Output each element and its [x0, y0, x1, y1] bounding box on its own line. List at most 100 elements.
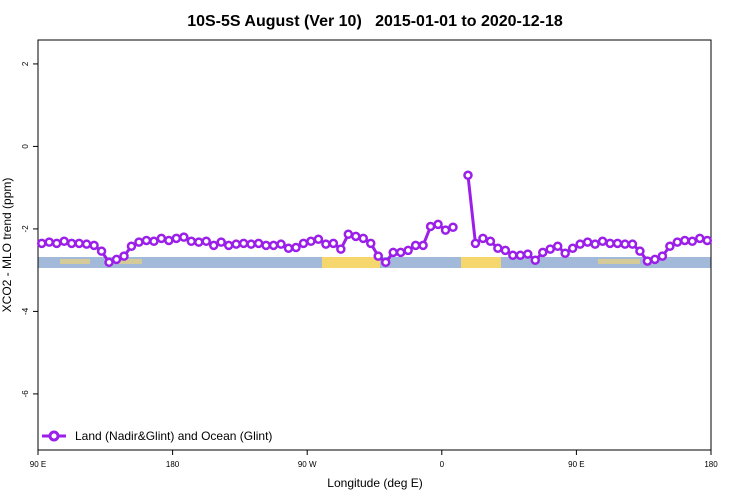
data-point	[612, 238, 623, 249]
data-point	[650, 254, 660, 265]
data-point	[515, 250, 526, 261]
data-point	[186, 236, 197, 247]
data-point	[171, 233, 182, 244]
data-point	[523, 249, 533, 259]
data-point	[231, 239, 241, 249]
data-point	[216, 237, 226, 247]
data-point	[164, 235, 174, 246]
data-point	[702, 235, 713, 246]
data-point	[321, 239, 331, 249]
data-point	[336, 244, 346, 254]
data-point	[620, 239, 630, 249]
legend-marker	[48, 430, 60, 442]
data-point	[403, 245, 413, 256]
land-ocean-strip	[38, 257, 711, 268]
data-point	[36, 238, 47, 249]
data-point	[104, 257, 114, 268]
data-point	[156, 233, 167, 244]
data-point	[66, 238, 77, 249]
y-tick-label: -6	[21, 390, 30, 398]
data-point	[44, 237, 54, 247]
data-point	[635, 246, 645, 256]
data-point	[538, 247, 548, 258]
data-point	[366, 238, 376, 249]
data-point	[605, 238, 615, 249]
data-point	[545, 244, 555, 254]
data-point	[238, 238, 249, 249]
data-point	[81, 239, 92, 249]
data-point	[687, 236, 698, 247]
data-point	[440, 225, 451, 235]
data-point	[261, 240, 271, 251]
data-point	[119, 251, 129, 261]
data-point	[470, 238, 481, 249]
data-point	[493, 243, 503, 254]
data-point	[201, 236, 211, 247]
y-tick-label: 0	[21, 144, 30, 149]
x-tick-label: 0	[440, 460, 445, 469]
data-point	[223, 240, 234, 251]
legend: Land (Nadir&Glint) and Ocean (Glint)	[42, 429, 272, 443]
data-point	[657, 251, 668, 261]
data-point	[672, 237, 683, 247]
data-point	[627, 239, 638, 249]
data-point	[478, 233, 488, 244]
data-point	[463, 170, 473, 181]
y-axis-label: XCO2 - MLO trend (ppm)	[0, 178, 14, 313]
data-point	[351, 231, 361, 242]
data-point	[246, 239, 256, 249]
data-point	[89, 240, 99, 251]
data-point	[508, 250, 518, 261]
data-point	[96, 246, 107, 256]
data-point	[298, 238, 309, 249]
data-point	[575, 239, 585, 249]
data-point	[179, 232, 189, 242]
data-point	[395, 247, 406, 258]
data-point	[418, 240, 428, 251]
chart-title: 10S-5S August (Ver 10) 2015-01-01 to 202…	[187, 13, 563, 30]
y-tick-label: -2	[21, 225, 30, 233]
data-point	[306, 236, 316, 247]
data-point	[149, 236, 159, 247]
data-point	[283, 243, 294, 254]
data-point	[208, 240, 219, 251]
data-point	[313, 234, 324, 244]
data-point	[695, 233, 705, 244]
data-point	[448, 222, 458, 233]
x-tick-label: 180	[704, 460, 718, 469]
data-point	[111, 254, 122, 265]
data-point	[410, 240, 421, 251]
x-tick-label: 90 W	[298, 460, 317, 469]
data-point	[530, 255, 541, 266]
y-tick-label: -4	[21, 307, 30, 315]
data-point	[552, 241, 563, 251]
data-point	[328, 238, 339, 249]
data-point	[74, 238, 84, 249]
data-point	[59, 236, 69, 247]
y-tick-label: 2	[21, 61, 30, 66]
data-point	[425, 221, 436, 232]
legend-label: Land (Nadir&Glint) and Ocean (Glint)	[75, 429, 272, 443]
data-point	[380, 257, 391, 268]
data-point	[500, 245, 511, 256]
data-point	[590, 239, 600, 249]
x-tick-label: 90 E	[30, 460, 46, 469]
x-tick-label: 90 E	[568, 460, 584, 469]
data-point	[433, 219, 443, 230]
data-point	[253, 238, 264, 249]
data-point	[291, 242, 301, 253]
data-point	[560, 248, 570, 258]
x-axis-label: Longitude (deg E)	[327, 476, 422, 490]
data-point	[680, 235, 690, 246]
data-point	[597, 236, 608, 247]
data-point	[388, 247, 398, 258]
data-point	[642, 256, 653, 266]
data-point	[134, 237, 144, 247]
x-tick-label: 180	[166, 460, 180, 469]
data-point	[665, 241, 675, 251]
data-point	[194, 237, 204, 247]
data-point	[358, 233, 369, 244]
data-point	[343, 229, 354, 240]
data-point	[276, 239, 286, 249]
